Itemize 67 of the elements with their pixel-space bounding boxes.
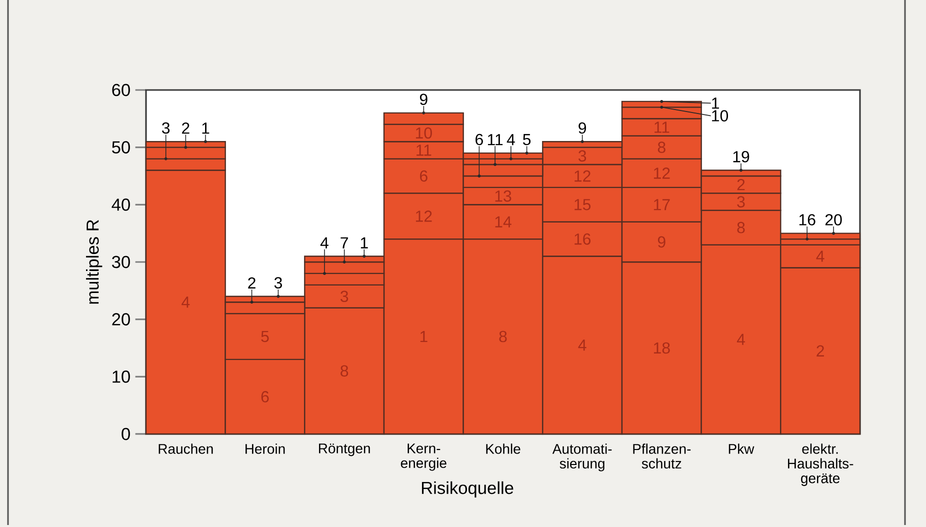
y-tick-label: 20	[112, 313, 130, 326]
x-tick-label: Kern- energie	[400, 444, 446, 471]
annotation: 9	[420, 94, 428, 106]
annotation: 16	[574, 233, 591, 245]
annotation: 17	[654, 199, 670, 210]
annotation: 13	[495, 190, 512, 202]
annotation: 2	[182, 122, 190, 134]
y-tick-label: 40	[112, 198, 130, 211]
annotation: 2	[816, 345, 824, 356]
annotation: 4	[320, 237, 328, 248]
annotation: 1	[202, 122, 210, 134]
annotation: 11	[416, 144, 432, 156]
y-tick-label: 30	[112, 256, 130, 268]
annotation: 8	[658, 142, 666, 153]
annotation: 11	[488, 134, 503, 146]
x-tick-label: Kohle	[486, 444, 520, 454]
annotation: 8	[737, 222, 745, 234]
x-tick-label: Rauchen	[158, 444, 213, 454]
annotation: 9	[578, 122, 586, 134]
annotation: 8	[340, 365, 348, 377]
y-tick-label: 60	[112, 84, 130, 96]
annotation: 6	[476, 134, 483, 146]
y-axis-title: multiples R	[86, 220, 102, 304]
x-tick-label: elektr. Haushalts- geräte	[788, 444, 854, 486]
annotation: 19	[733, 151, 750, 162]
annotation: 12	[654, 168, 670, 179]
annotation: 4	[578, 340, 586, 351]
annotation: 3	[162, 122, 170, 134]
x-tick-label: Röntgen	[319, 444, 370, 456]
annotation: 7	[340, 237, 348, 248]
annotation: 10	[712, 110, 728, 122]
annotation: 8	[499, 330, 507, 342]
annotation: 3	[737, 196, 745, 208]
x-tick-label: Heroin	[246, 444, 285, 454]
annotation: 2	[737, 179, 745, 190]
annotation: 20	[825, 214, 842, 226]
y-tick-label: 10	[112, 370, 130, 383]
annotation: 5	[522, 134, 531, 146]
y-tick-label: 50	[112, 141, 130, 154]
annotation: 3	[578, 150, 586, 162]
y-tick-label: 0	[122, 428, 130, 440]
annotation: 12	[416, 210, 432, 222]
x-axis-title: Risikoquelle	[422, 481, 514, 498]
annotation: 1	[360, 237, 368, 248]
annotation: 2	[248, 277, 256, 288]
annotation: 4	[506, 134, 515, 146]
x-tick-label: Pflanzen- schutz	[633, 444, 691, 469]
annotation: 4	[736, 334, 745, 345]
annotation: 14	[495, 216, 512, 228]
annotation: 11	[654, 122, 670, 133]
annotation: 18	[654, 342, 670, 354]
annotation: 12	[574, 170, 590, 182]
annotation: 6	[420, 170, 428, 182]
annotation: 5	[261, 330, 269, 342]
annotation: 1	[712, 98, 719, 109]
x-tick-label: Pkw	[728, 444, 754, 454]
annotation: 10	[416, 127, 432, 139]
annotation: 15	[574, 199, 591, 210]
annotation: 6	[261, 391, 269, 402]
annotation: 3	[274, 277, 282, 288]
annotation: 9	[658, 236, 666, 248]
x-tick-label: Automati- sierung	[552, 444, 612, 472]
annotation: 1	[420, 331, 428, 342]
annotation: 3	[340, 290, 348, 302]
annotation: 4	[816, 250, 824, 262]
annotation: 4	[182, 296, 190, 308]
annotation: 16	[799, 214, 816, 226]
